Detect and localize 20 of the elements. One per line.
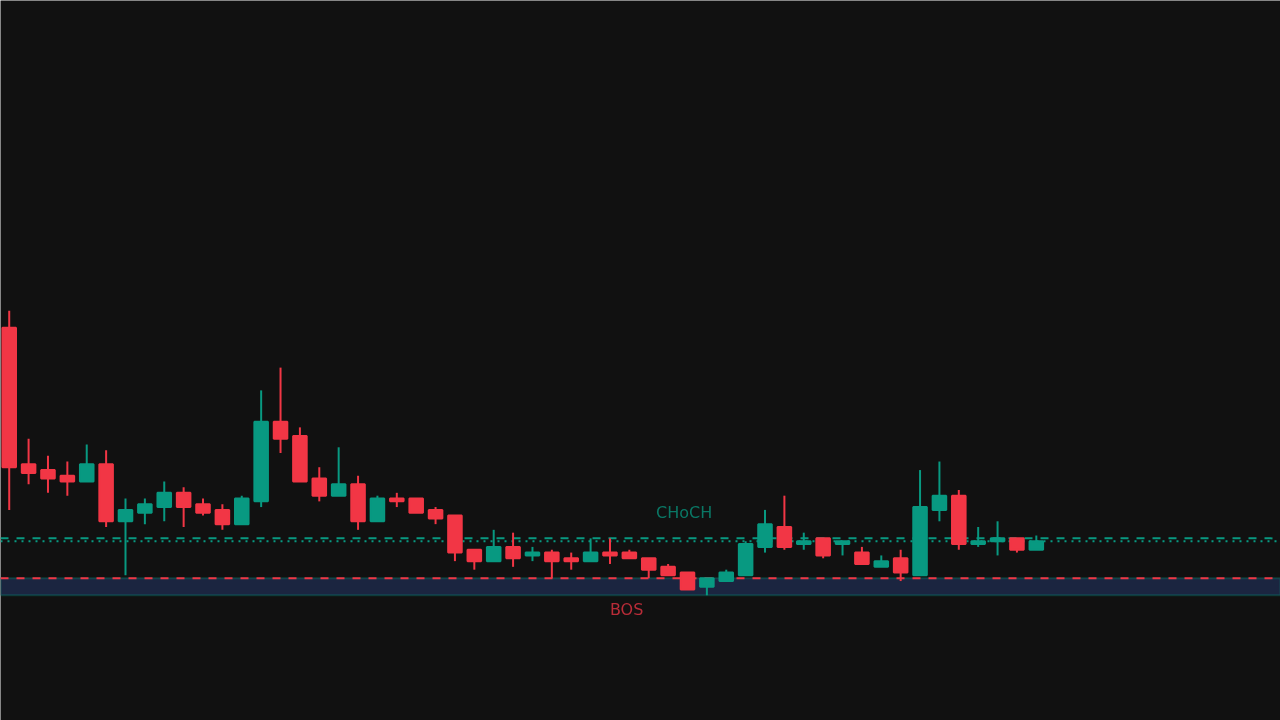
candlestick	[59, 460, 76, 497]
candlestick	[40, 454, 56, 494]
candlestick	[815, 537, 831, 560]
ref-line-label: CHoCH	[656, 503, 713, 523]
candlestick	[311, 466, 328, 503]
candlestick	[602, 537, 618, 565]
candlestick	[466, 548, 483, 571]
candlestick	[330, 446, 347, 497]
candlestick	[156, 480, 173, 523]
candlestick	[214, 503, 231, 531]
candlestick	[175, 486, 192, 528]
candlestick	[931, 460, 948, 523]
candlestick	[272, 366, 289, 454]
candlestick	[78, 443, 95, 483]
candlestick	[505, 531, 521, 568]
candlestick	[776, 494, 793, 551]
candlestick	[369, 494, 386, 523]
candlestick	[20, 437, 37, 486]
candlestick	[137, 497, 153, 526]
ref-line-label: BOS	[609, 600, 644, 620]
